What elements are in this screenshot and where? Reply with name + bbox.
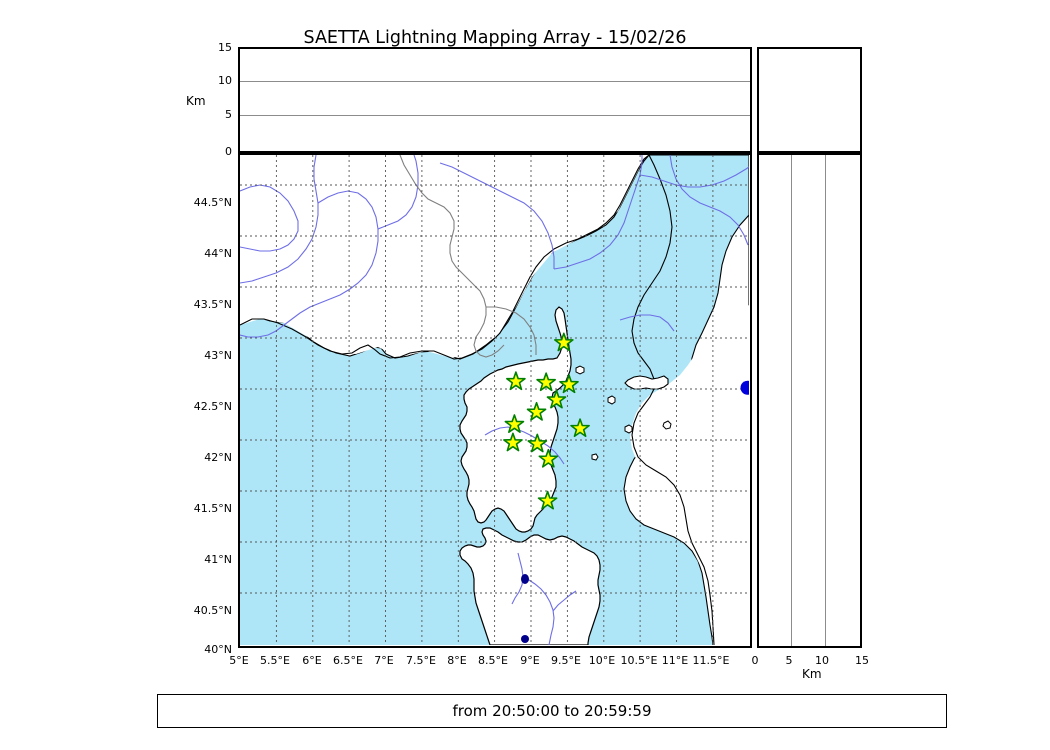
river-po	[439, 162, 555, 269]
island-giglio	[662, 420, 672, 430]
river-mainland-3	[240, 190, 379, 338]
station-marker-station-2[interactable]	[506, 371, 526, 391]
landmass-france	[240, 155, 649, 358]
axis-label-km-horizontal: Km	[802, 667, 822, 681]
island-pianosa	[591, 453, 599, 461]
tick-lon-11.5: 11.5°E	[692, 654, 730, 667]
gridline-km-5	[791, 155, 793, 646]
border-italy-internal-1	[486, 306, 537, 355]
river-mainland-9	[619, 314, 675, 332]
island-corsica-north-islet	[575, 365, 585, 375]
tick-lon-8: 8°E	[447, 654, 467, 667]
panel-altitude-vs-longitude[interactable]	[238, 47, 752, 153]
time-range-text: from 20:50:00 to 20:59:59	[452, 702, 652, 720]
station-marker-station-11[interactable]	[538, 448, 559, 468]
tick-right-0: 0	[751, 654, 759, 667]
tick-lon-7.5: 7.5°E	[406, 654, 436, 667]
river-mainland-4	[377, 155, 419, 230]
panel-map[interactable]	[238, 153, 752, 648]
station-marker-station-10[interactable]	[527, 433, 548, 453]
axis-label-km-vertical: Km	[186, 94, 206, 108]
station-marker-station-7[interactable]	[504, 414, 525, 433]
tick-lon-9.5: 9.5°E	[551, 654, 581, 667]
tick-lon-10: 10°E	[588, 654, 616, 667]
station-marker-station-1[interactable]	[554, 332, 574, 352]
river-mainland-7	[639, 166, 749, 188]
border-france-italy	[399, 155, 505, 358]
island-capraia	[607, 395, 616, 405]
tick-right-10: 10	[815, 654, 829, 667]
tick-lat-42: 42°N	[204, 451, 232, 464]
coastline-italy-west	[631, 155, 715, 645]
tick-lat-40.5: 40.5°N	[193, 604, 232, 617]
tick-right-15: 15	[855, 654, 869, 667]
tick-lon-6.5: 6.5°E	[333, 654, 363, 667]
time-range-status-bar: from 20:50:00 to 20:59:59	[157, 694, 947, 728]
station-marker-station-12[interactable]	[537, 490, 558, 510]
tick-lon-10.5: 10.5°E	[620, 654, 658, 667]
tick-lon-5: 5°E	[229, 654, 249, 667]
event-markers-layer	[740, 380, 749, 395]
station-marker-station-8[interactable]	[570, 418, 590, 438]
river-sardinia-3	[552, 590, 577, 612]
tick-lon-6: 6°E	[302, 654, 322, 667]
tick-top-0: 0	[225, 145, 232, 158]
river-corsica-golo	[484, 426, 565, 465]
station-marker-station-3[interactable]	[536, 372, 556, 392]
tick-lat-43: 43°N	[204, 349, 232, 362]
page-title: SAETTA Lightning Mapping Array - 15/02/2…	[303, 28, 687, 48]
station-marker-station-4[interactable]	[559, 374, 579, 394]
station-marker-station-6[interactable]	[526, 401, 547, 421]
river-sardinia-2	[522, 576, 555, 645]
tick-top-5: 5	[225, 108, 232, 121]
tick-lat-41: 41°N	[204, 553, 232, 566]
station-marker-station-9[interactable]	[503, 432, 523, 452]
gridline-alt-10	[240, 81, 750, 83]
station-marker-station-5[interactable]	[546, 389, 567, 409]
river-rhone	[240, 184, 299, 252]
tick-top-15: 15	[218, 41, 232, 54]
gridline-km-10	[824, 155, 826, 646]
river-mainland-6	[553, 155, 643, 270]
station-markers-layer	[503, 332, 590, 510]
river-mainland-2	[240, 155, 319, 284]
lake-sardinia-2	[521, 635, 529, 643]
tick-top-10: 10	[218, 74, 232, 87]
river-mainland-8	[669, 155, 749, 246]
tick-lat-41.5: 41.5°N	[193, 502, 232, 515]
island-montecristo	[624, 424, 633, 434]
tick-right-5: 5	[785, 654, 793, 667]
panel-topright-empty[interactable]	[757, 47, 862, 153]
tick-lat-40: 40°N	[204, 643, 232, 656]
tick-lat-44.5: 44.5°N	[193, 196, 232, 209]
map-canvas[interactable]	[240, 155, 749, 645]
lake-sardinia-1	[521, 574, 529, 584]
tick-lon-5.5: 5.5°E	[260, 654, 290, 667]
island-elba	[624, 375, 669, 390]
tick-lon-9: 9°E	[520, 654, 540, 667]
tick-lon-8.5: 8.5°E	[478, 654, 508, 667]
gridline-alt-5	[240, 114, 750, 116]
event-marker-1[interactable]	[740, 380, 749, 395]
tick-lat-44: 44°N	[204, 247, 232, 260]
tick-lon-11: 11°E	[661, 654, 689, 667]
map-gridlines	[240, 155, 749, 645]
panel-altitude-vs-latitude[interactable]	[757, 153, 862, 648]
tick-lat-43.5: 43.5°N	[193, 298, 232, 311]
tick-lon-7: 7°E	[374, 654, 394, 667]
tick-lat-42.5: 42.5°N	[193, 400, 232, 413]
